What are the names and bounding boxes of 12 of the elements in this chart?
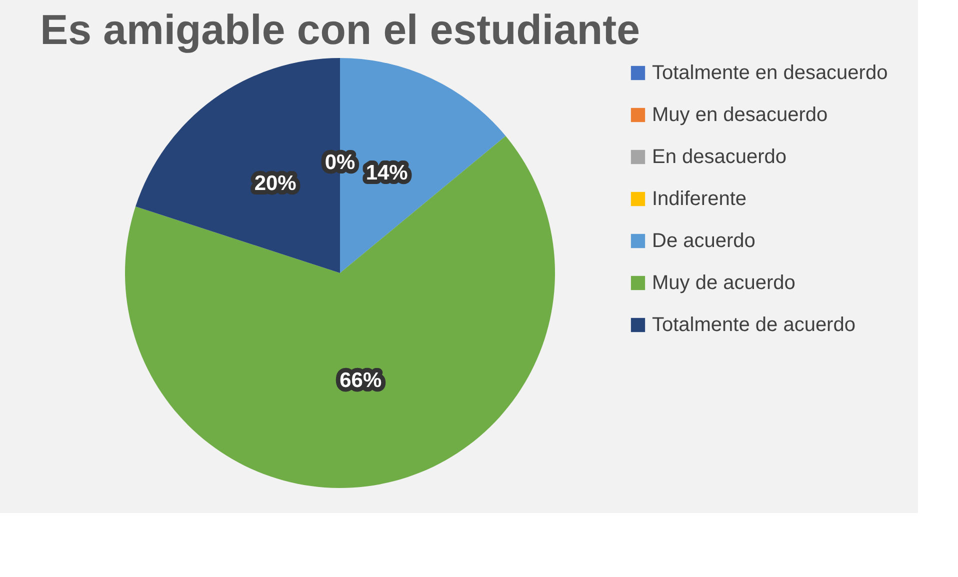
data-label: 66% xyxy=(340,369,382,392)
legend-label: Totalmente de acuerdo xyxy=(652,314,856,336)
legend-label: En desacuerdo xyxy=(652,146,787,168)
legend-label: Totalmente en desacuerdo xyxy=(652,62,888,84)
data-label: 14% xyxy=(366,161,408,184)
legend-label: De acuerdo xyxy=(652,230,756,252)
legend-label: Indiferente xyxy=(652,188,747,210)
chart-title: Es amigable con el estudiante xyxy=(40,6,640,53)
legend-label: Muy de acuerdo xyxy=(652,272,796,294)
pie-slice xyxy=(125,136,555,488)
data-label: 20% xyxy=(254,172,297,196)
legend-label: Muy en desacuerdo xyxy=(652,104,828,126)
